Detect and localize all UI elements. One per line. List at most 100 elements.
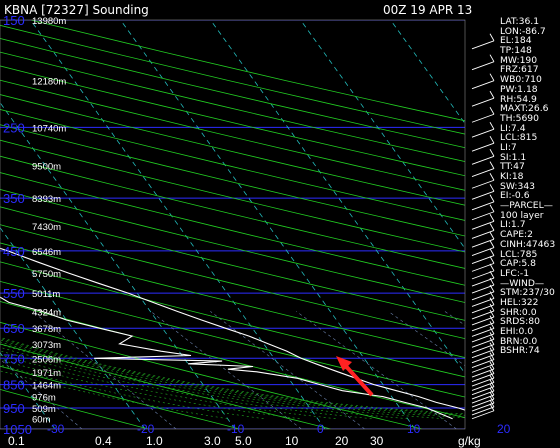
wind-barb (471, 394, 495, 404)
isotherm-line (30, 20, 326, 429)
wind-barb (471, 363, 495, 373)
wind-barb (471, 113, 495, 123)
index-row: BSHR:74 (500, 345, 540, 357)
index-row: LAT:36.1 (500, 16, 540, 27)
dry-adiabat (0, 321, 423, 429)
wind-barb (471, 277, 495, 287)
wind-barb (471, 402, 495, 412)
wind-barb-flag (489, 315, 495, 323)
mixing-ratio-tick-label: 1.0 (146, 434, 163, 448)
dry-adiabat (0, 155, 465, 269)
dewpoint-profile (0, 296, 453, 420)
wind-barb (471, 297, 495, 307)
wind-barb (471, 179, 495, 189)
index-row: WB0:710 (500, 74, 542, 86)
moist-adiabat (0, 341, 465, 419)
dry-adiabat (30, 20, 465, 122)
wind-barb (471, 190, 495, 200)
wind-barb (471, 344, 495, 354)
index-row: EL:184 (500, 35, 532, 47)
wind-barb (471, 291, 495, 301)
dry-adiabat (0, 65, 465, 177)
pressure-tick-label: 950 (3, 401, 25, 416)
wind-barb (471, 349, 495, 359)
wind-barb (471, 238, 495, 248)
wind-barb (471, 262, 495, 272)
indices-panel: LAT:36.1 LON:-86.7 EL:184 TP:148 MW:190 FRZ:6… (500, 17, 560, 356)
wind-barb-flag (489, 337, 495, 345)
dry-adiabat (0, 94, 465, 206)
wind-barb-flag (489, 303, 495, 312)
mixing-ratio-line (150, 311, 302, 429)
chart-time: 00Z 19 APR 13 (383, 3, 473, 17)
wind-barb-flag (489, 309, 495, 318)
moist-adiabat (0, 338, 465, 415)
height-label: 12180m (32, 76, 66, 87)
index-row: LI:1.7 (500, 219, 526, 231)
dry-adiabat (0, 388, 149, 429)
height-label: 509m (32, 404, 56, 415)
wind-barb-flag (489, 326, 495, 335)
index-row: LCL:785 (500, 248, 538, 260)
wind-barb (471, 328, 495, 337)
moist-adiabat (0, 350, 372, 419)
dry-adiabat (0, 301, 465, 419)
wind-barb (471, 359, 495, 369)
isotherm-line (0, 351, 56, 429)
pressure-tick-label: 650 (3, 321, 25, 336)
dry-adiabat (0, 172, 465, 286)
temperature-tick-label: -30 (47, 422, 65, 436)
height-label: 4324m (32, 307, 61, 318)
wind-barb (471, 168, 495, 178)
wind-barb (471, 354, 495, 364)
plot-frame (0, 19, 466, 430)
height-label: 3073m (32, 340, 61, 351)
pressure-tick-label: 550 (3, 286, 25, 301)
index-row: —PARCEL— (500, 200, 553, 212)
height-label: 1971m (32, 368, 61, 379)
wind-barb (471, 61, 495, 71)
index-row: STM:237/30 (500, 287, 555, 299)
arrow-head (336, 356, 352, 371)
wind-barb (471, 304, 495, 314)
wind-barb-flag (489, 90, 495, 99)
dry-adiabat (0, 242, 465, 358)
wind-barb (471, 220, 495, 230)
wind-barb (471, 247, 495, 256)
mixing-ratio-tick-label: 0.4 (95, 434, 112, 448)
chart-title: KBNA [72327] Sounding (4, 3, 149, 17)
wind-barb-flag (489, 357, 495, 365)
temperature-tick-label: 10 (407, 422, 421, 436)
pressure-tick-label: 1050 (3, 422, 32, 437)
temperature-tick-label: -10 (227, 422, 245, 436)
moist-adiabat (0, 339, 465, 417)
wind-barb (471, 97, 495, 107)
wind-barb (471, 40, 495, 50)
wind-barb (471, 310, 495, 320)
dry-adiabat (0, 139, 465, 253)
wind-barb (471, 155, 495, 165)
wind-barb-flag (489, 352, 495, 360)
wind-barb-flag (489, 107, 495, 115)
index-row: SI:1.1 (500, 151, 527, 163)
wind-barb-flag (489, 332, 495, 340)
index-row: LFC:-1 (500, 267, 530, 279)
height-label: 10740m (32, 123, 66, 134)
wind-barb-flag (489, 240, 495, 248)
wind-barb-flag (489, 347, 495, 355)
index-row: SRDS:80 (500, 316, 540, 328)
wind-barb (471, 333, 495, 343)
height-label: 6546m (32, 247, 61, 258)
dry-adiabat (0, 24, 465, 135)
height-label: 5011m (32, 289, 60, 300)
wind-barb-flag (489, 33, 495, 41)
units-label: g/kg (458, 434, 481, 448)
wind-barb (471, 406, 495, 416)
index-row: CINH:47463 (500, 238, 556, 250)
wind-barb (471, 211, 495, 221)
wind-barb-flag (489, 256, 495, 264)
index-row: RH:54.9 (500, 93, 537, 105)
index-row: BRN:0.0 (500, 335, 538, 347)
pressure-tick-label: 450 (3, 244, 25, 259)
wind-barb-flag (489, 297, 495, 305)
